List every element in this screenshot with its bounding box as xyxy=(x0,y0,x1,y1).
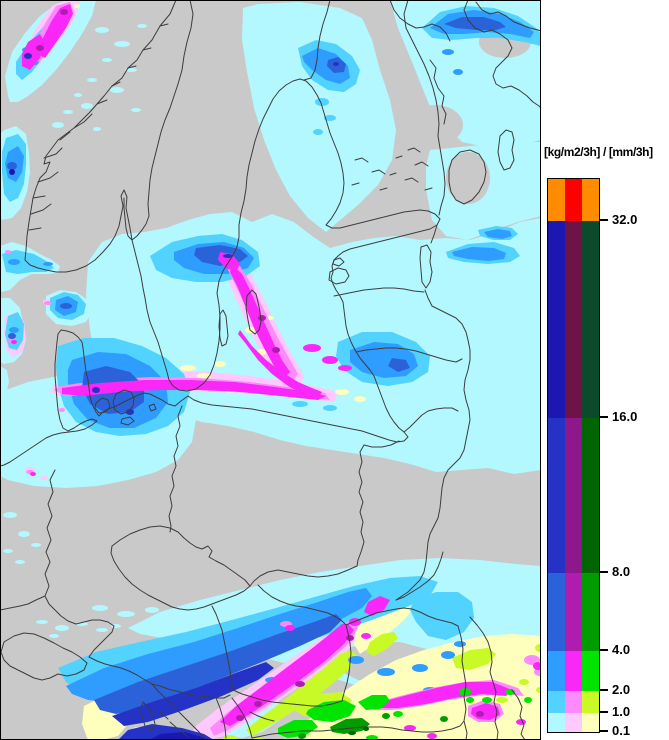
precip-snow6-areas xyxy=(9,169,208,740)
legend-row-1-2 xyxy=(548,691,599,713)
legend-panel: [kg/m2/3h] / [mm/3h] 32.0 16.0 8.0 4 xyxy=(541,0,669,740)
legend-row-2-4 xyxy=(548,651,599,691)
legend-row-extreme xyxy=(548,179,599,221)
precip-mixed4-areas xyxy=(36,9,484,721)
coastlines-and-borders xyxy=(0,0,541,740)
precip-rain4-areas xyxy=(298,713,448,739)
legend-row-4-8 xyxy=(548,573,599,651)
precipitation-map xyxy=(0,0,541,740)
precip-rain5-areas xyxy=(348,727,369,735)
map-canvas xyxy=(0,0,541,740)
legend-units-label: [kg/m2/3h] / [mm/3h] xyxy=(544,145,653,159)
legend-row-16-32 xyxy=(548,221,599,418)
legend-color-scale xyxy=(547,178,600,733)
legend-row-8-16 xyxy=(548,418,599,573)
precip-mixed3-areas xyxy=(11,4,541,739)
legend-row-01-1 xyxy=(548,713,599,732)
